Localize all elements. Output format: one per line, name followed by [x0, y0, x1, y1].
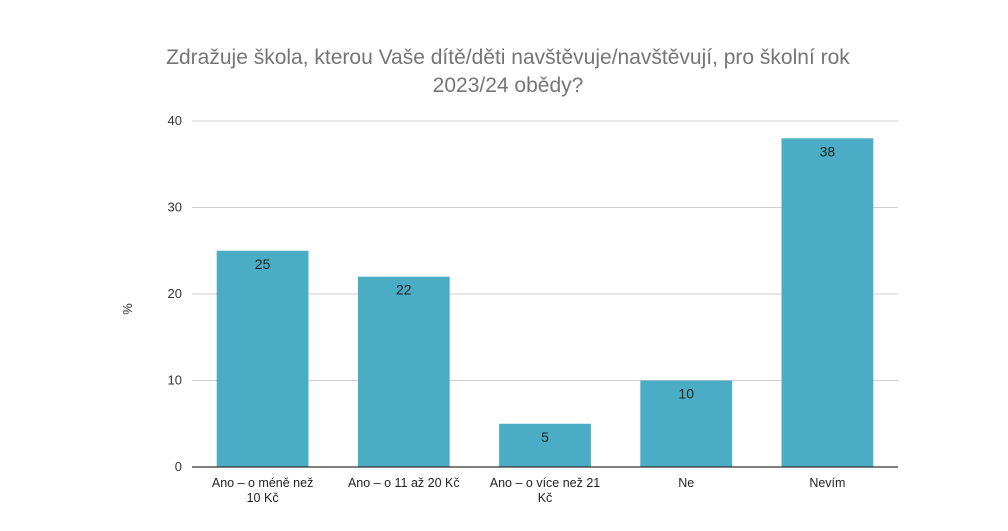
y-tick-label: 20 — [168, 286, 182, 301]
x-tick-label: Ano – o méně než — [212, 476, 313, 490]
x-tick-label: Ne — [678, 476, 694, 490]
y-tick-label: 40 — [168, 113, 182, 128]
data-label: 5 — [541, 429, 549, 445]
data-label: 38 — [820, 143, 836, 159]
bar — [216, 250, 309, 467]
y-tick-label: 10 — [168, 373, 182, 388]
gridlines — [192, 120, 898, 381]
x-tick-label: 10 Kč — [247, 491, 279, 505]
bars: 25 22 5 10 38 — [216, 138, 874, 468]
data-label: 25 — [255, 256, 271, 272]
data-label: 22 — [396, 282, 412, 298]
x-tick-label: Nevím — [809, 476, 845, 490]
bar — [357, 276, 450, 467]
x-tick-label: Kč — [538, 491, 553, 505]
bar — [640, 380, 733, 467]
bar — [499, 423, 591, 467]
x-tick-label: Ano – o více než 21 — [490, 476, 601, 490]
y-axis-label: % — [120, 303, 135, 315]
y-tick-label: 0 — [175, 459, 182, 474]
data-label: 10 — [678, 386, 694, 402]
x-tick-label: Ano – o 11 až 20 Kč — [348, 476, 460, 490]
chart-title-line-2: 2023/24 obědy? — [433, 74, 584, 97]
y-tick-label: 30 — [168, 200, 182, 215]
chart-title-line-1: Zdražuje škola, kterou Vaše dítě/děti na… — [166, 46, 850, 69]
bar — [781, 138, 874, 468]
